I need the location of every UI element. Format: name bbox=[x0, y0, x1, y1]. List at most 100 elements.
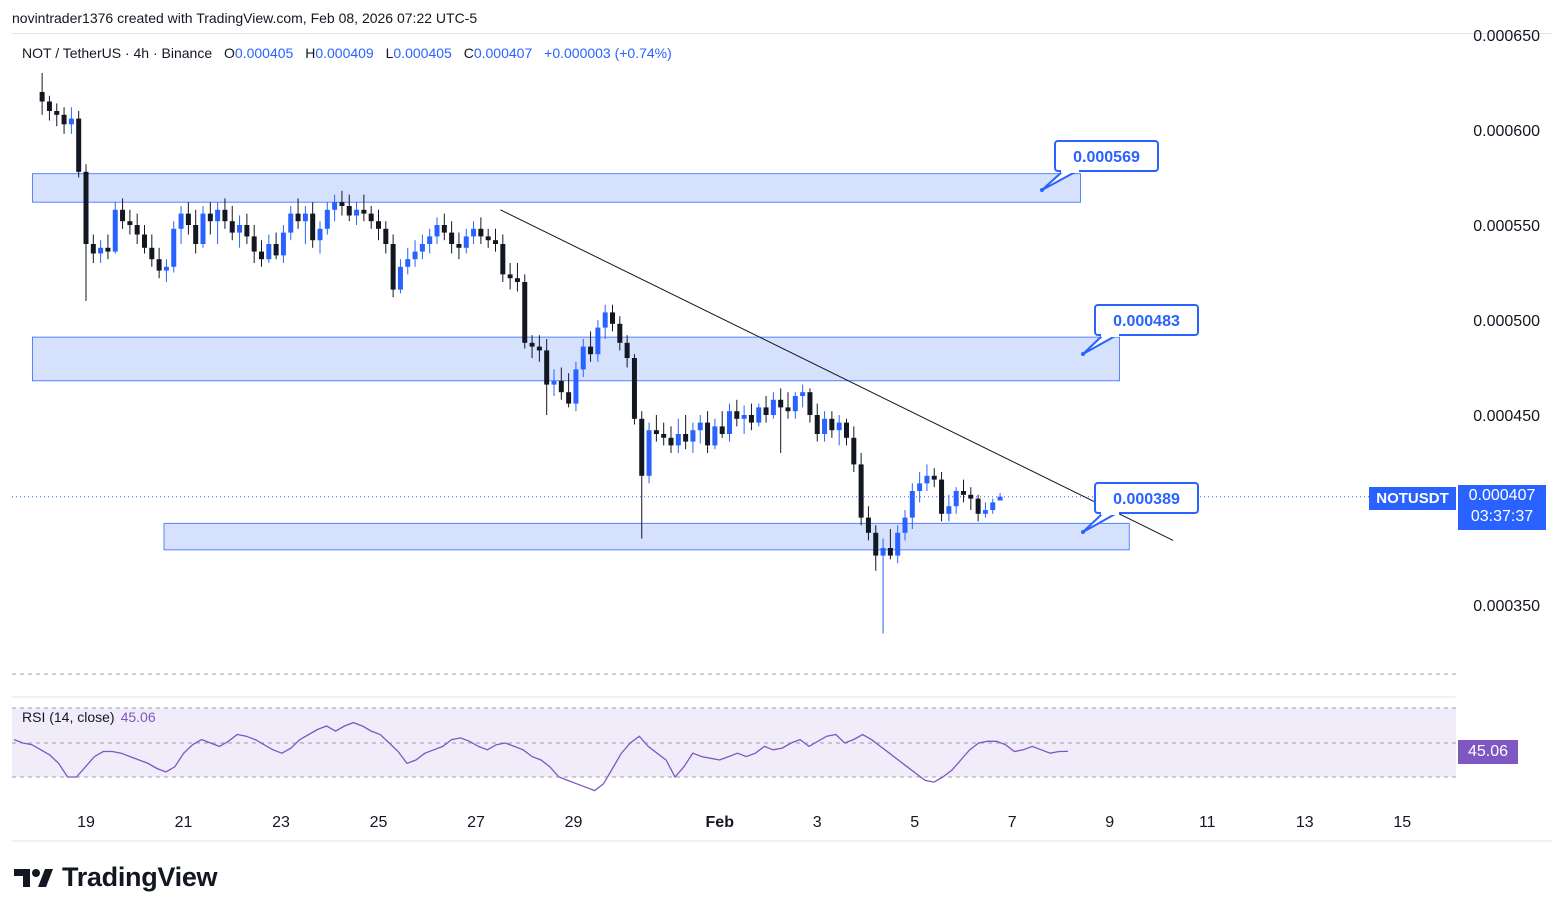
candle-body bbox=[661, 434, 667, 438]
candle bbox=[163, 259, 169, 282]
high-value: 0.000409 bbox=[315, 45, 374, 61]
candle-body bbox=[931, 475, 937, 480]
candle bbox=[748, 403, 754, 431]
candle bbox=[639, 411, 645, 539]
candle-body bbox=[566, 392, 572, 404]
symbol-price-label: NOTUSDT bbox=[1369, 487, 1456, 510]
candle bbox=[844, 418, 849, 446]
candle bbox=[112, 202, 118, 254]
low-value: 0.000405 bbox=[393, 45, 452, 61]
candle bbox=[456, 232, 462, 260]
price-axis: 0.000650 0.000600 0.000550 0.000500 0.000450… bbox=[1473, 28, 1540, 615]
candle bbox=[566, 373, 572, 408]
candle bbox=[471, 221, 477, 244]
tradingview-wordmark: TradingView bbox=[62, 862, 218, 892]
candle bbox=[493, 228, 498, 252]
candle-body bbox=[770, 399, 776, 415]
candle-body bbox=[683, 434, 689, 442]
candle-body bbox=[580, 346, 586, 370]
candle bbox=[982, 502, 988, 518]
candle bbox=[968, 487, 974, 510]
candle-body bbox=[507, 274, 513, 279]
candle-body bbox=[456, 244, 462, 248]
candle bbox=[500, 234, 506, 282]
zone-2 bbox=[163, 522, 1130, 551]
candle-body bbox=[697, 422, 703, 431]
candle bbox=[514, 263, 520, 292]
candle-body bbox=[734, 411, 740, 419]
candle-body bbox=[412, 251, 418, 260]
candle-body bbox=[690, 430, 696, 442]
candle bbox=[712, 418, 718, 450]
candle bbox=[551, 369, 557, 396]
time-tick-label: Feb bbox=[706, 814, 735, 831]
candle bbox=[507, 263, 513, 290]
candle-body bbox=[822, 418, 828, 434]
candle-body bbox=[339, 202, 345, 206]
candle bbox=[171, 221, 177, 273]
candle-body bbox=[302, 213, 308, 222]
candle-body bbox=[631, 358, 637, 419]
candle bbox=[756, 403, 762, 427]
candle-body bbox=[90, 244, 96, 254]
candle-body bbox=[120, 209, 126, 222]
candle-body bbox=[588, 346, 594, 355]
symbol-title: NOT / TetherUS · 4h · Binance bbox=[22, 45, 213, 61]
price-tick-label: 0.000650 bbox=[1473, 28, 1540, 45]
rsi-label: RSI (14, close) bbox=[22, 709, 115, 725]
candle bbox=[54, 103, 60, 127]
candle bbox=[149, 234, 155, 267]
candle-body bbox=[485, 236, 491, 241]
candle bbox=[266, 234, 272, 263]
candle bbox=[83, 164, 89, 301]
candle bbox=[544, 339, 550, 415]
candle bbox=[763, 396, 769, 423]
candle bbox=[310, 202, 316, 248]
candle bbox=[302, 206, 308, 244]
candle-body bbox=[288, 213, 294, 233]
candle-body bbox=[675, 434, 681, 446]
candle bbox=[800, 384, 806, 408]
candle bbox=[339, 190, 345, 216]
last-price-tag: 0.000407 03:37:37 bbox=[1458, 485, 1546, 530]
candle bbox=[924, 464, 930, 491]
tradingview-logo[interactable]: TradingView bbox=[14, 862, 218, 893]
candle bbox=[873, 525, 879, 571]
candle-body bbox=[419, 244, 425, 252]
candle-body bbox=[668, 437, 674, 446]
candle-body bbox=[229, 221, 235, 233]
candle-body bbox=[646, 430, 652, 476]
candle-body bbox=[463, 236, 469, 248]
price-tick-label: 0.000550 bbox=[1473, 218, 1540, 235]
candle bbox=[851, 426, 857, 472]
time-tick-label: 19 bbox=[77, 814, 95, 831]
candle bbox=[288, 206, 294, 241]
close-value: 0.000407 bbox=[473, 45, 533, 61]
candle bbox=[383, 221, 389, 254]
trendline bbox=[500, 209, 1174, 541]
candle-body bbox=[112, 209, 118, 252]
candle-body bbox=[54, 111, 60, 115]
open-label: O bbox=[224, 45, 235, 61]
candle bbox=[653, 415, 659, 442]
candle bbox=[478, 217, 484, 244]
candle-body bbox=[917, 483, 923, 491]
candle bbox=[961, 479, 966, 503]
candle-body bbox=[909, 491, 915, 518]
candle bbox=[668, 426, 674, 453]
change-value: +0.000003 (+0.74%) bbox=[544, 45, 672, 61]
candle-body bbox=[844, 422, 849, 438]
time-tick-label: 29 bbox=[565, 814, 583, 831]
candle-body bbox=[405, 259, 411, 267]
candle bbox=[434, 217, 440, 244]
candle-body bbox=[266, 244, 272, 260]
candle bbox=[178, 206, 184, 244]
candle-body bbox=[397, 266, 403, 290]
candle-body bbox=[163, 266, 169, 271]
callout-anchor bbox=[1081, 530, 1085, 534]
candle bbox=[558, 367, 564, 400]
time-tick-label: 9 bbox=[1105, 814, 1114, 831]
last-price: 0.000407 bbox=[1468, 487, 1536, 504]
candle-body bbox=[982, 510, 988, 514]
